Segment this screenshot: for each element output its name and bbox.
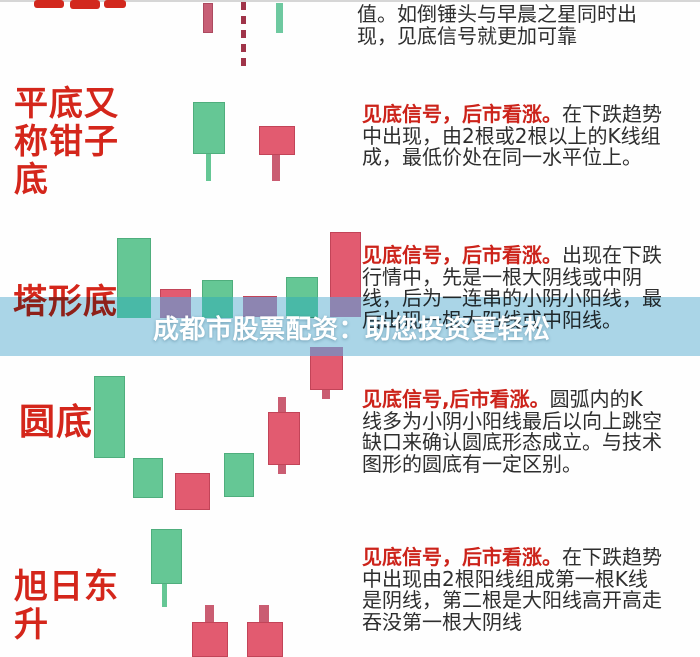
pattern-desc-flat-bottom: 见底信号，后市看涨。在下跌趋势中出现，由2根或2根以上的K线组成，最低价处在同一… [362,102,662,169]
candle-body-red [192,622,228,657]
candle-under-band-purple [330,297,361,317]
pattern-desc-rising-sun: 见底信号，后市看涨。在下跌趋势中出现由2根阳线组成第一根K线是阴线，第二根是大阳… [362,545,662,634]
desc-signal-red: 见底信号,后市看涨。 [362,387,550,411]
candle-wick-red [278,465,286,474]
candle-body-red [259,126,295,155]
candle-wick-red [322,390,330,399]
dashed-trend-line [241,2,246,68]
candle-body-red [268,412,300,465]
candle-wick-red [203,3,213,33]
desc-signal-red: 见底信号，后市看涨。 [362,545,562,569]
pattern-label-flat-bottom: 平底又称钳子底 [14,84,119,200]
candle-wick-red [205,605,214,622]
pattern-label-rising-sun: 旭日东升 [14,567,119,645]
candle-wick-red [272,155,280,181]
candle-under-band-teal [117,297,151,318]
cropped-glyph-stroke [34,0,64,8]
candle-under-band-purple [310,347,343,356]
candle-wick-red [259,605,269,622]
cropped-glyph-stroke [70,0,100,9]
candle-body-green [151,529,182,584]
desc-body-text: 值。如倒锤头与早晨之星同时出现，见底信号就更加可靠 [357,2,637,48]
candle-body-green [224,453,254,497]
candle-under-band-teal [286,297,318,317]
candle-body-green [94,376,125,458]
candle-under-band-purple [160,297,191,318]
candle-body-green [133,458,163,498]
candle-wick-green [162,584,167,607]
watermark-text: 成都市股票配资：助您投资更轻松 [153,315,551,345]
top-divider-line [0,0,700,2]
candle-under-band-purple [243,297,277,317]
candle-under-band-teal [202,297,233,318]
candle-wick-green [276,3,283,33]
candle-wick-red [278,397,286,412]
candle-body-red [247,622,283,657]
desc-signal-red: 见底信号，后市看涨。 [362,102,562,126]
pattern-desc-round-bottom: 见底信号,后市看涨。圆弧内的K线多为小阴小阳线最后以向上跳空缺口来确认圆底形态成… [362,387,662,476]
pattern-label-round-bottom: 圆底 [19,402,94,443]
candle-wick-green [206,154,211,181]
desc-signal-red: 见底信号，后市看涨。 [362,243,562,267]
candle-body-red [175,473,210,510]
cropped-glyph-stroke [104,0,126,8]
desc-body-text: 在下跌趋势中出现由2根阳线组成第一根K线是阴线，第二根是大阳线高开高走吞没第一根… [362,545,662,634]
pattern-desc-hammer-top: 值。如倒锤头与早晨之星同时出现，见底信号就更加可靠 [357,2,657,48]
desc-body-text: 圆弧内的K线多为小阴小阳线最后以向上跳空缺口来确认圆底形态成立。与技术图形的圆底… [362,387,662,476]
desc-body-text: 在下跌趋势中出现，由2根或2根以上的K线组成，最低价处在同一水平位上。 [362,102,662,169]
candle-body-green [193,102,225,154]
